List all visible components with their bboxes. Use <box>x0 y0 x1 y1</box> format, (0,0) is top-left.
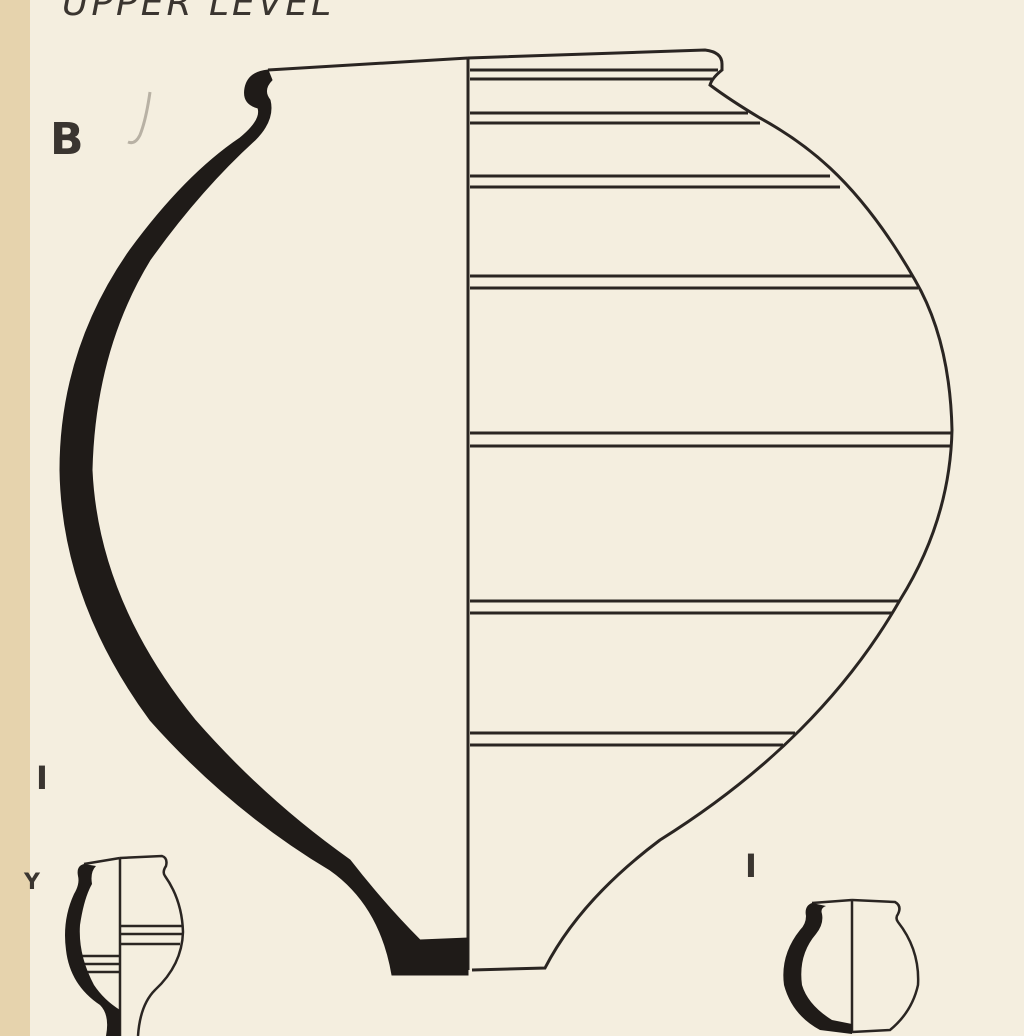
paper-edge <box>0 0 30 1036</box>
small-vessel-right-section <box>783 903 852 1034</box>
small-vessel-right-drawing <box>811 898 920 1034</box>
pencil-mark <box>127 91 152 145</box>
vessel-label-b: B <box>50 114 84 165</box>
small-left-mark: I <box>36 759 48 797</box>
small-left-side-mark: Y <box>24 870 40 895</box>
main-vessel-ribs <box>470 68 952 747</box>
small-right-exterior <box>851 898 920 1034</box>
paper-background <box>30 0 1024 1036</box>
main-vessel-drawing <box>267 48 954 972</box>
main-vessel-section-wall <box>59 69 469 976</box>
small-left-exterior <box>119 854 185 1036</box>
small-vessel-left-drawing <box>80 854 185 1036</box>
main-vessel-rim-top <box>267 56 469 72</box>
header-text: UPPER LEVEL <box>62 0 335 24</box>
small-vessel-left-section <box>65 864 120 1036</box>
main-vessel-exterior-profile <box>467 48 954 972</box>
small-left-rim <box>83 856 121 866</box>
small-right-mark: I <box>745 847 757 885</box>
small-right-rim <box>811 898 853 905</box>
